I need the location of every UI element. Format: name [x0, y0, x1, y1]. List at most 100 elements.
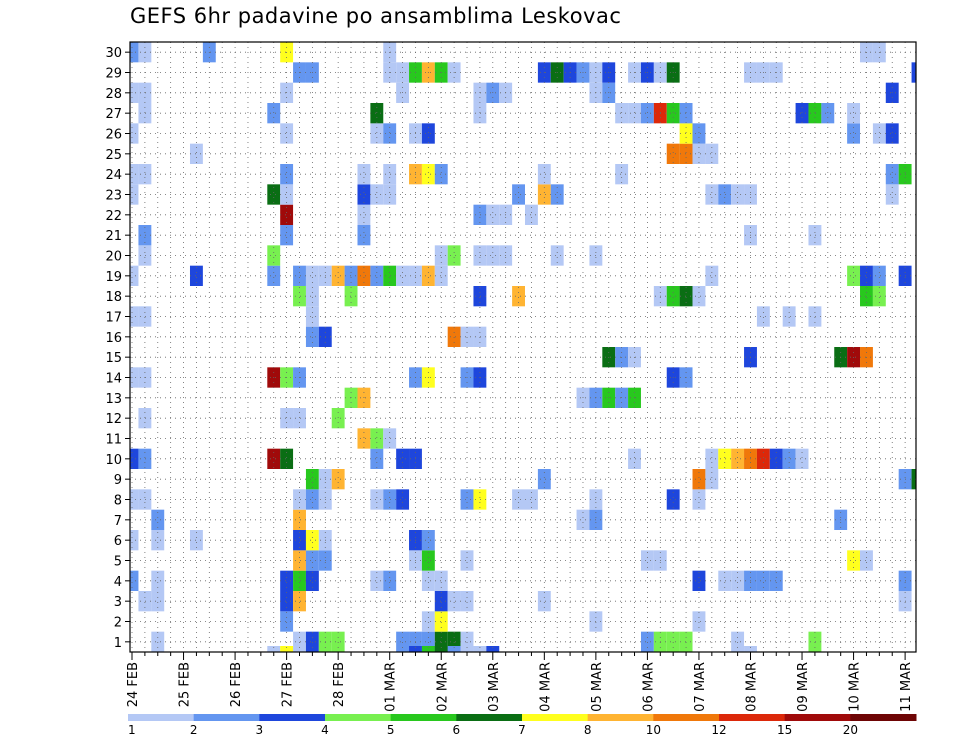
heatmap-cell	[821, 103, 835, 124]
heatmap-cell	[293, 265, 306, 286]
heatmap-cell	[130, 489, 139, 510]
x-tick-label: 25 FEB	[178, 662, 193, 707]
heatmap-cell	[537, 591, 551, 612]
heatmap-cell	[666, 143, 680, 164]
heatmap-cell	[666, 631, 680, 652]
heatmap-cell	[447, 646, 461, 652]
heatmap-cell	[267, 265, 281, 286]
heatmap-cell	[692, 611, 706, 632]
y-tick-label: 22	[105, 209, 122, 224]
heatmap-cell	[666, 489, 680, 510]
heatmap-cell	[130, 306, 139, 327]
heatmap-cell	[512, 489, 525, 510]
heatmap-cell	[434, 591, 448, 612]
heatmap-cell	[138, 306, 152, 327]
heatmap-cell	[189, 265, 203, 286]
heatmap-cell	[370, 265, 384, 286]
heatmap-cell	[769, 570, 783, 591]
heatmap-cell	[847, 265, 861, 286]
y-tick-label: 27	[105, 107, 122, 122]
y-tick-label: 25	[105, 148, 122, 163]
heatmap-cell	[421, 265, 435, 286]
heatmap-cell	[421, 164, 435, 185]
heatmap-cell	[550, 245, 564, 266]
y-tick-label: 28	[105, 87, 122, 102]
heatmap-cell	[331, 469, 345, 490]
heatmap-cell	[911, 62, 916, 83]
heatmap-cell	[447, 245, 461, 266]
heatmap-cell	[280, 408, 294, 429]
heatmap-cell	[628, 448, 641, 469]
heatmap-cell	[370, 184, 384, 205]
heatmap-cell	[267, 103, 281, 124]
heatmap-cell	[692, 489, 706, 510]
colorbar-segment	[719, 714, 786, 721]
heatmap-cell	[473, 204, 487, 225]
x-tick-label: 02 MAR	[435, 662, 450, 712]
heatmap-cell	[679, 103, 693, 124]
heatmap-cell	[267, 245, 281, 266]
heatmap-cell	[130, 367, 139, 388]
heatmap-cell	[138, 164, 152, 185]
heatmap-cell	[782, 448, 796, 469]
heatmap-cell	[640, 103, 654, 124]
x-tick-label: 01 MAR	[384, 662, 399, 712]
heatmap-cell	[267, 448, 281, 469]
heatmap-cell	[130, 265, 139, 286]
heatmap-cell	[383, 184, 397, 205]
heatmap-cell	[705, 448, 719, 469]
colorbar-segment	[522, 714, 589, 721]
heatmap-cell	[305, 326, 319, 347]
colorbar-label: 3	[256, 723, 264, 737]
heatmap-cell	[808, 225, 822, 246]
x-tick-label: 08 MAR	[744, 662, 759, 712]
x-tick-label: 07 MAR	[693, 662, 708, 712]
heatmap-cell	[808, 103, 822, 124]
heatmap-cell	[293, 550, 306, 571]
heatmap-cell	[460, 489, 474, 510]
x-tick-label: 24 FEB	[126, 662, 141, 707]
y-tick-label: 26	[105, 128, 122, 143]
heatmap-cell	[486, 245, 500, 266]
y-tick-label: 6	[114, 534, 122, 549]
heatmap-cell	[293, 570, 306, 591]
heatmap-cell	[808, 306, 822, 327]
heatmap-cell	[305, 265, 319, 286]
heatmap-cell	[434, 245, 448, 266]
heatmap-cell	[885, 164, 899, 185]
heatmap-cell	[885, 184, 899, 205]
heatmap-cell	[383, 428, 397, 449]
heatmap-cell	[130, 184, 139, 205]
heatmap-cell	[795, 448, 809, 469]
colorbar-segment	[653, 714, 720, 721]
heatmap-cell	[769, 448, 783, 469]
heatmap-cell	[525, 489, 538, 510]
heatmap-cell	[383, 570, 397, 591]
heatmap-cell	[305, 550, 319, 571]
heatmap-cell	[615, 164, 629, 185]
heatmap-cell	[293, 489, 306, 510]
heatmap-cell	[280, 611, 294, 632]
heatmap-cell	[331, 631, 345, 652]
heatmap-cell	[460, 591, 474, 612]
colorbar-segment	[128, 714, 195, 721]
heatmap-cell	[344, 286, 358, 307]
heatmap-cell	[525, 204, 538, 225]
heatmap-cell	[718, 570, 732, 591]
heatmap-cell	[267, 646, 281, 652]
heatmap-cell	[370, 570, 384, 591]
colorbar-segment	[325, 714, 392, 721]
y-tick-label: 30	[105, 46, 122, 61]
heatmap-cell	[293, 631, 306, 652]
heatmap-cell	[130, 123, 139, 144]
heatmap-cell	[396, 631, 410, 652]
heatmap-cell	[731, 184, 745, 205]
heatmap-cell	[280, 204, 294, 225]
heatmap-cell	[138, 245, 152, 266]
heatmap-cell	[576, 509, 590, 530]
colorbar-segment	[259, 714, 326, 721]
heatmap-cell	[344, 265, 358, 286]
heatmap-cell	[847, 550, 861, 571]
heatmap-cell	[280, 123, 294, 144]
